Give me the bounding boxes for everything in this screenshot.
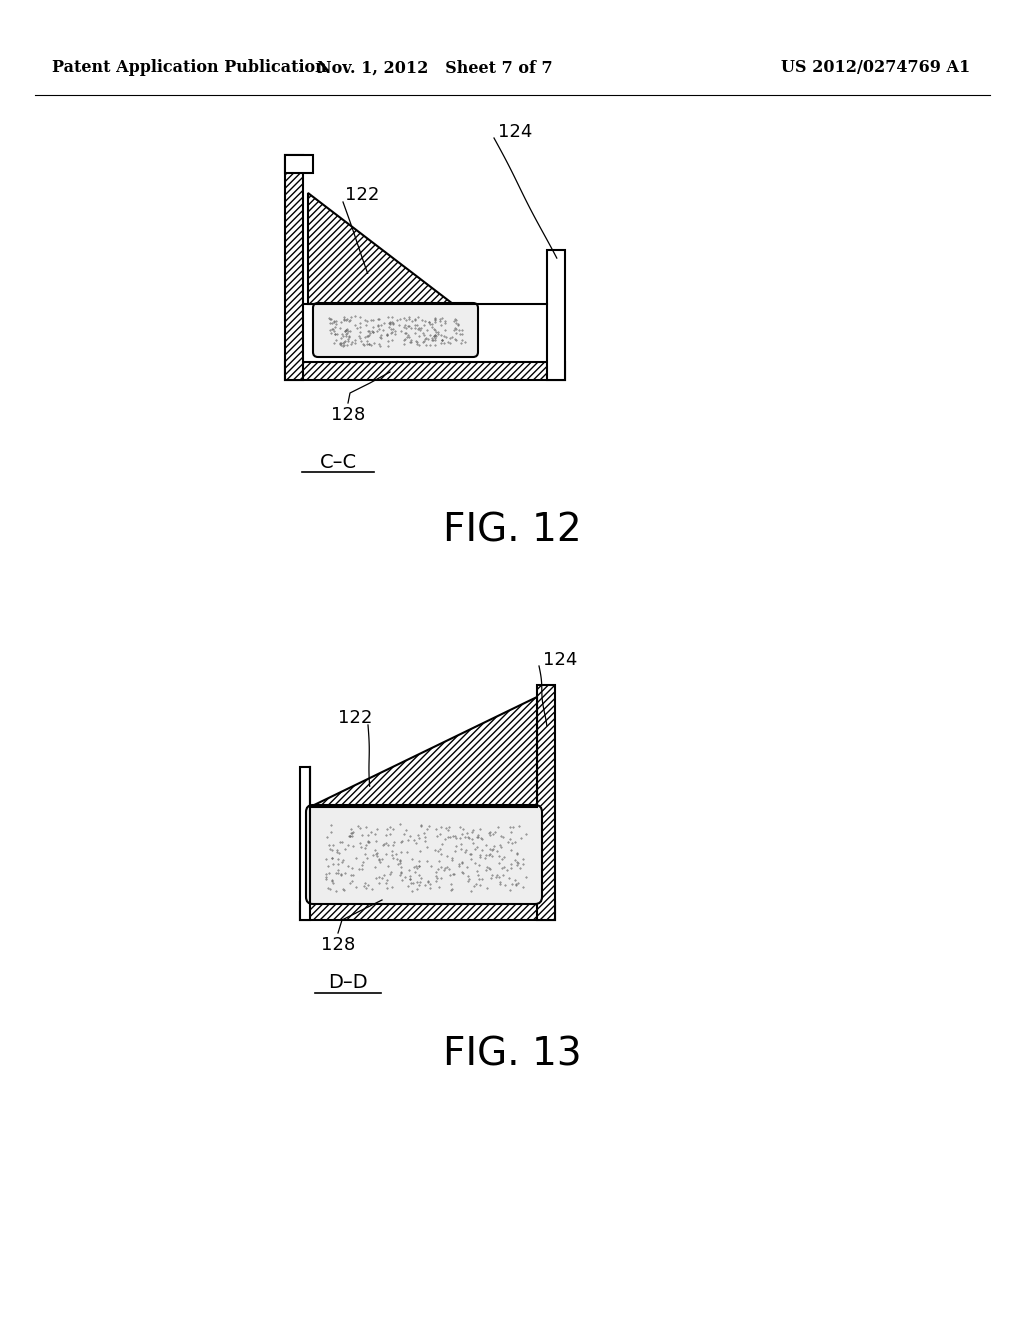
Bar <box>300 767 310 920</box>
FancyBboxPatch shape <box>313 304 478 356</box>
Text: US 2012/0274769 A1: US 2012/0274769 A1 <box>780 59 970 77</box>
Bar <box>300 902 555 920</box>
Bar <box>547 249 565 380</box>
Text: Nov. 1, 2012   Sheet 7 of 7: Nov. 1, 2012 Sheet 7 of 7 <box>317 59 553 77</box>
Polygon shape <box>308 193 453 304</box>
Bar <box>537 685 555 920</box>
Text: C–C: C–C <box>319 453 356 471</box>
Text: 122: 122 <box>345 186 379 205</box>
Bar <box>285 362 565 380</box>
FancyBboxPatch shape <box>306 805 542 904</box>
Text: 124: 124 <box>498 123 532 141</box>
Text: FIG. 12: FIG. 12 <box>442 511 582 549</box>
Text: 124: 124 <box>543 651 578 669</box>
Bar <box>285 154 303 380</box>
Text: 122: 122 <box>338 709 372 727</box>
Polygon shape <box>310 697 537 807</box>
Text: Patent Application Publication: Patent Application Publication <box>52 59 327 77</box>
Text: D–D: D–D <box>328 974 368 993</box>
Bar <box>285 154 313 173</box>
Text: FIG. 13: FIG. 13 <box>442 1036 582 1074</box>
Text: 128: 128 <box>321 936 355 954</box>
Text: 128: 128 <box>331 407 366 424</box>
